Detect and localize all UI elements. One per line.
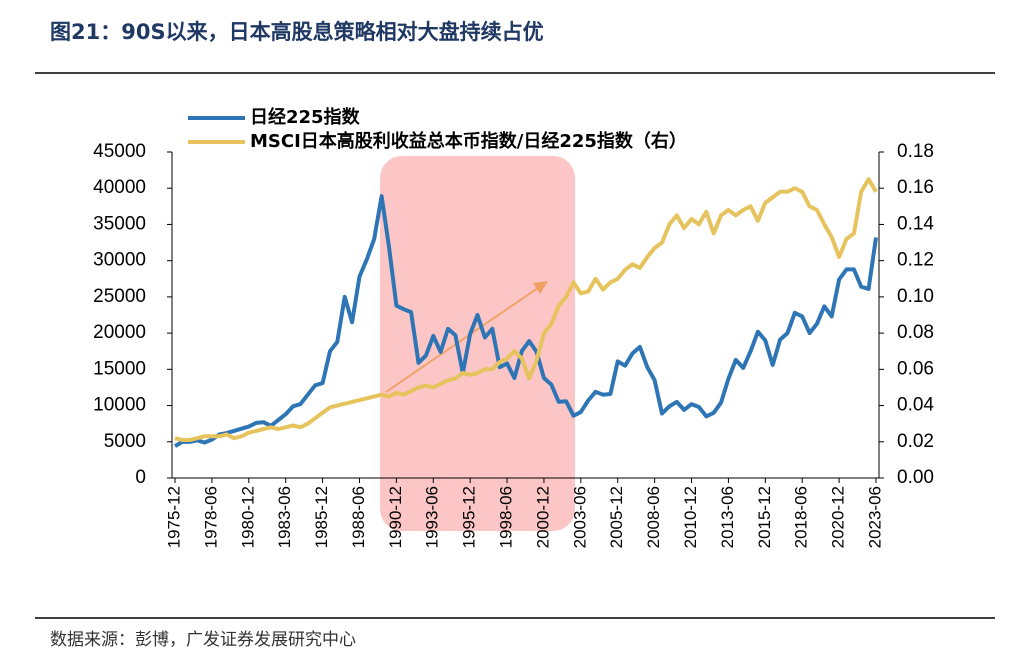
x-tick-label: 2020-12 <box>829 486 848 548</box>
x-tick-label: 1990-12 <box>386 486 405 548</box>
y2-tick-label: 0.00 <box>897 467 934 488</box>
y2-tick-label: 0.18 <box>897 141 934 162</box>
legend-label: 日经225指数 <box>250 106 361 128</box>
x-tick-label: 2000-12 <box>533 486 552 548</box>
x-tick-label: 2010-12 <box>681 486 700 548</box>
y2-tick-label: 0.02 <box>897 431 934 452</box>
y-tick-label: 0 <box>135 467 146 488</box>
y-tick-label: 45000 <box>93 141 146 162</box>
source: 数据来源：彭博，广发证券发展研究中心 <box>50 630 356 650</box>
y-tick-label: 5000 <box>104 431 146 452</box>
y-tick-label: 35000 <box>93 213 146 234</box>
y-tick-label: 40000 <box>93 177 146 198</box>
arrow-head <box>533 281 548 294</box>
chart-title: 图21：90S以来，日本高股息策略相对大盘持续占优 <box>50 20 544 44</box>
x-tick-label: 1980-12 <box>238 486 257 548</box>
y-tick-label: 20000 <box>93 322 146 343</box>
y2-tick-label: 0.12 <box>897 250 934 271</box>
x-tick-label: 1988-06 <box>349 486 368 548</box>
x-tick-label: 2005-12 <box>607 486 626 548</box>
y2-tick-label: 0.06 <box>897 358 934 379</box>
y2-tick-label: 0.08 <box>897 322 934 343</box>
x-tick-label: 2023-06 <box>865 486 884 548</box>
y-tick-label: 10000 <box>93 395 146 416</box>
legend-label: MSCI日本高股利收益总本币指数/日经225指数（右） <box>250 130 687 152</box>
x-tick-label: 2013-06 <box>718 486 737 548</box>
series-line <box>174 177 878 442</box>
x-tick-label: 1983-06 <box>275 486 294 548</box>
x-tick-label: 2003-06 <box>570 486 589 548</box>
x-tick-label: 1993-06 <box>423 486 442 548</box>
x-tick-label: 2018-06 <box>792 486 811 548</box>
y-tick-label: 15000 <box>93 358 146 379</box>
series-line <box>173 194 878 448</box>
x-tick-label: 2008-06 <box>644 486 663 548</box>
y2-tick-label: 0.16 <box>897 177 934 198</box>
y2-tick-label: 0.04 <box>897 395 934 416</box>
highlight-region <box>380 156 575 531</box>
y2-tick-label: 0.10 <box>897 286 934 307</box>
y-tick-label: 30000 <box>93 250 146 271</box>
x-tick-label: 2015-12 <box>755 486 774 548</box>
y2-tick-label: 0.14 <box>897 213 934 234</box>
x-tick-label: 1995-12 <box>460 486 479 548</box>
y-tick-label: 25000 <box>93 286 146 307</box>
trend-arrow <box>385 287 539 393</box>
x-tick-label: 1975-12 <box>164 486 183 548</box>
x-tick-label: 1985-12 <box>312 486 331 548</box>
x-tick-label: 1998-06 <box>497 486 516 548</box>
x-tick-label: 1978-06 <box>201 486 220 548</box>
